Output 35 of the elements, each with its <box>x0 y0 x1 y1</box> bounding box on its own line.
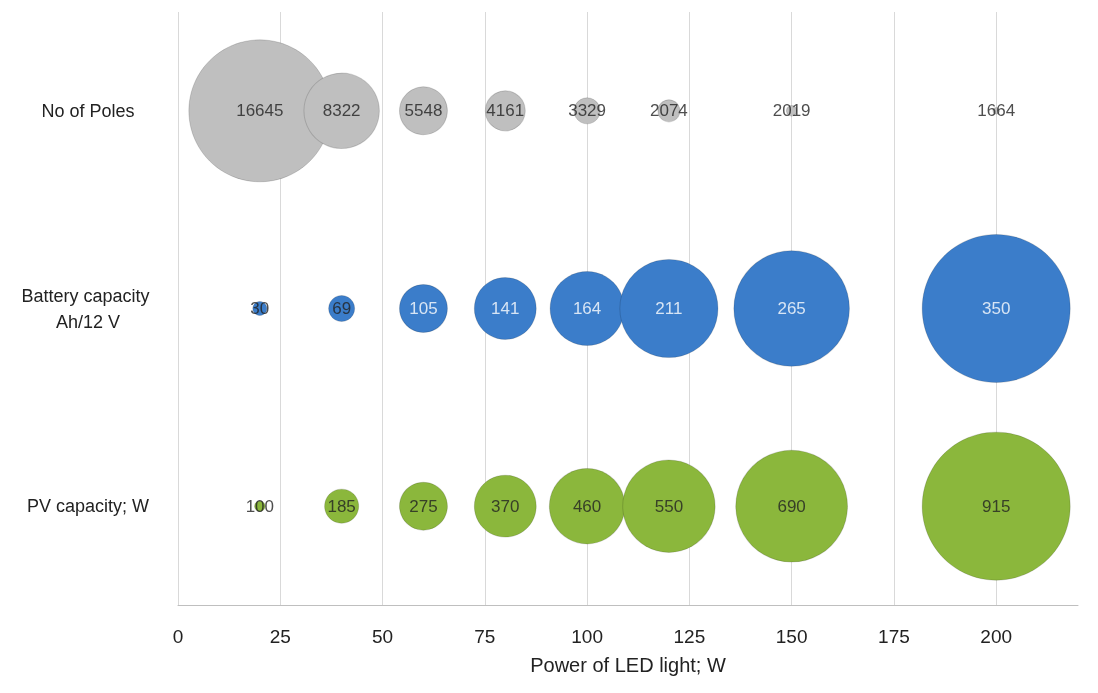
annotation: 550 <box>654 496 684 516</box>
annotation: 164 <box>572 299 602 318</box>
annotation: 1664 <box>977 101 1016 121</box>
annotation: 105 <box>409 299 438 318</box>
y-tick-label: PV capacity; W <box>26 496 150 517</box>
x-tick-label: 75 <box>474 626 496 647</box>
annotation: 350 <box>981 299 1011 318</box>
annotation: 4161 <box>486 101 525 121</box>
annotation: 3329 <box>568 101 606 121</box>
annotation: 16645 <box>236 101 284 121</box>
annotation: 141 <box>491 299 520 318</box>
annotation: 915 <box>981 496 1011 516</box>
x-tick-label: 0 <box>172 626 184 647</box>
x-tick-label: 25 <box>269 626 291 647</box>
annotation: 690 <box>777 496 806 516</box>
annotation: 275 <box>409 496 438 516</box>
x-tick-label: 125 <box>673 626 706 647</box>
x-tick-label: 200 <box>980 626 1013 647</box>
annotation: 211 <box>655 299 683 318</box>
annotation: 2074 <box>650 101 688 121</box>
y-tick-label: No of Poles <box>41 100 135 121</box>
annotation: 8322 <box>322 101 361 121</box>
y-tick-label: Battery capacity Ah/12 V <box>21 285 155 332</box>
annotation: 2019 <box>772 101 811 121</box>
x-tick-label: 150 <box>775 626 808 647</box>
annotation: 185 <box>327 496 356 516</box>
annotation: 69 <box>332 299 352 318</box>
x-tick-label: 175 <box>878 626 910 647</box>
annotation: 265 <box>777 299 806 318</box>
annotation: 460 <box>572 496 602 516</box>
x-axis-title: Power of LED light; W <box>530 654 726 676</box>
x-tick-label: 100 <box>571 626 603 647</box>
annotation: 370 <box>491 496 520 516</box>
x-tick-label: 50 <box>371 626 394 647</box>
annotation: 5548 <box>404 101 443 121</box>
